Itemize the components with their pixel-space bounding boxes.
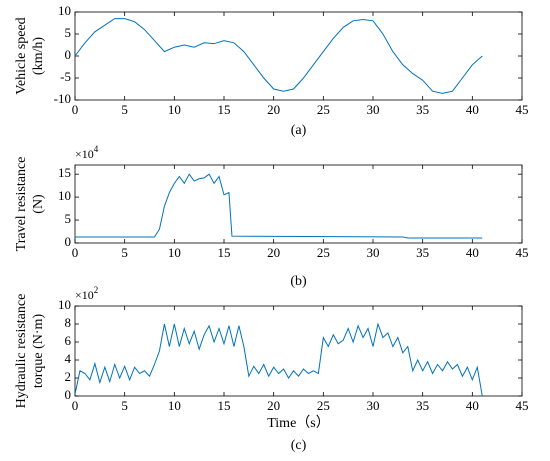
x-tick-label: 5: [121, 102, 128, 117]
x-tick-label: 45: [516, 245, 529, 260]
y-axis-label: Vehicle speed: [14, 17, 29, 94]
y-tick-label: 0: [65, 47, 72, 62]
x-tick-label: 20: [267, 245, 280, 260]
x-tick-label: 0: [72, 102, 79, 117]
x-tick-label: 20: [267, 398, 280, 413]
x-tick-label: 25: [317, 102, 330, 117]
x-tick-label: 0: [72, 398, 79, 413]
multiplier-base: ×10: [75, 147, 94, 161]
y-axis-label: (N): [31, 194, 46, 214]
x-tick-label: 45: [516, 398, 529, 413]
y-axis-label: torque (N·m): [31, 314, 46, 389]
x-tick-label: 5: [121, 245, 128, 260]
y-axis-label: (km/h): [31, 37, 46, 75]
axis-multiplier: ×102: [75, 285, 98, 302]
x-tick-label: 10: [168, 102, 181, 117]
x-tick-label: 15: [218, 245, 231, 260]
x-tick-label: 15: [218, 102, 231, 117]
y-tick-label: 5: [65, 25, 72, 40]
y-axis-label: Travel resistance: [14, 157, 29, 252]
data-line: [75, 173, 483, 239]
y-tick-label: 10: [58, 3, 71, 18]
x-tick-label: 5: [121, 398, 128, 413]
axes-box: [74, 305, 523, 397]
x-tick-label: 35: [416, 245, 429, 260]
y-tick-label: 10: [58, 297, 71, 312]
y-tick-label: -10: [54, 91, 71, 106]
y-axis-label: Hydraulic resistance: [14, 294, 29, 409]
y-tick-label: 8: [65, 315, 72, 330]
x-tick-label: 40: [466, 102, 479, 117]
data-line: [74, 322, 483, 397]
x-tick-label: 30: [367, 102, 380, 117]
x-tick-label: 40: [466, 245, 479, 260]
x-tick-label: 35: [416, 398, 429, 413]
axes-box: [74, 11, 523, 101]
x-tick-label: 35: [416, 102, 429, 117]
x-tick-label: 30: [367, 398, 380, 413]
x-tick-label: 25: [317, 398, 330, 413]
multiplier-exp: 4: [94, 144, 99, 154]
y-tick-label: -5: [60, 69, 71, 84]
caption: (a): [291, 123, 307, 138]
y-tick-label: 4: [65, 351, 72, 366]
x-tick-label: 40: [466, 398, 479, 413]
x-tick-label: 0: [72, 245, 79, 260]
data-line: [74, 18, 483, 94]
y-tick-label: 5: [65, 211, 72, 226]
x-tick-label: 30: [367, 245, 380, 260]
multiplier-base: ×10: [75, 288, 94, 302]
x-tick-label: 45: [516, 102, 529, 117]
caption: (c): [291, 438, 307, 453]
x-axis-label: Time（s）: [267, 415, 330, 431]
x-tick-label: 25: [317, 245, 330, 260]
axis-multiplier: ×104: [75, 144, 99, 161]
caption: (b): [290, 274, 307, 289]
x-tick-label: 10: [168, 398, 181, 413]
x-tick-label: 20: [267, 102, 280, 117]
y-tick-label: 15: [58, 165, 71, 180]
axes-box: [74, 164, 523, 244]
y-tick-label: 0: [65, 234, 72, 249]
multiplier-exp: 2: [94, 285, 99, 295]
y-tick-label: 0: [65, 387, 72, 402]
x-tick-label: 15: [218, 398, 231, 413]
x-tick-label: 10: [168, 245, 181, 260]
y-tick-label: 6: [65, 333, 72, 348]
y-tick-label: 2: [65, 369, 72, 384]
y-tick-label: 10: [58, 188, 71, 203]
